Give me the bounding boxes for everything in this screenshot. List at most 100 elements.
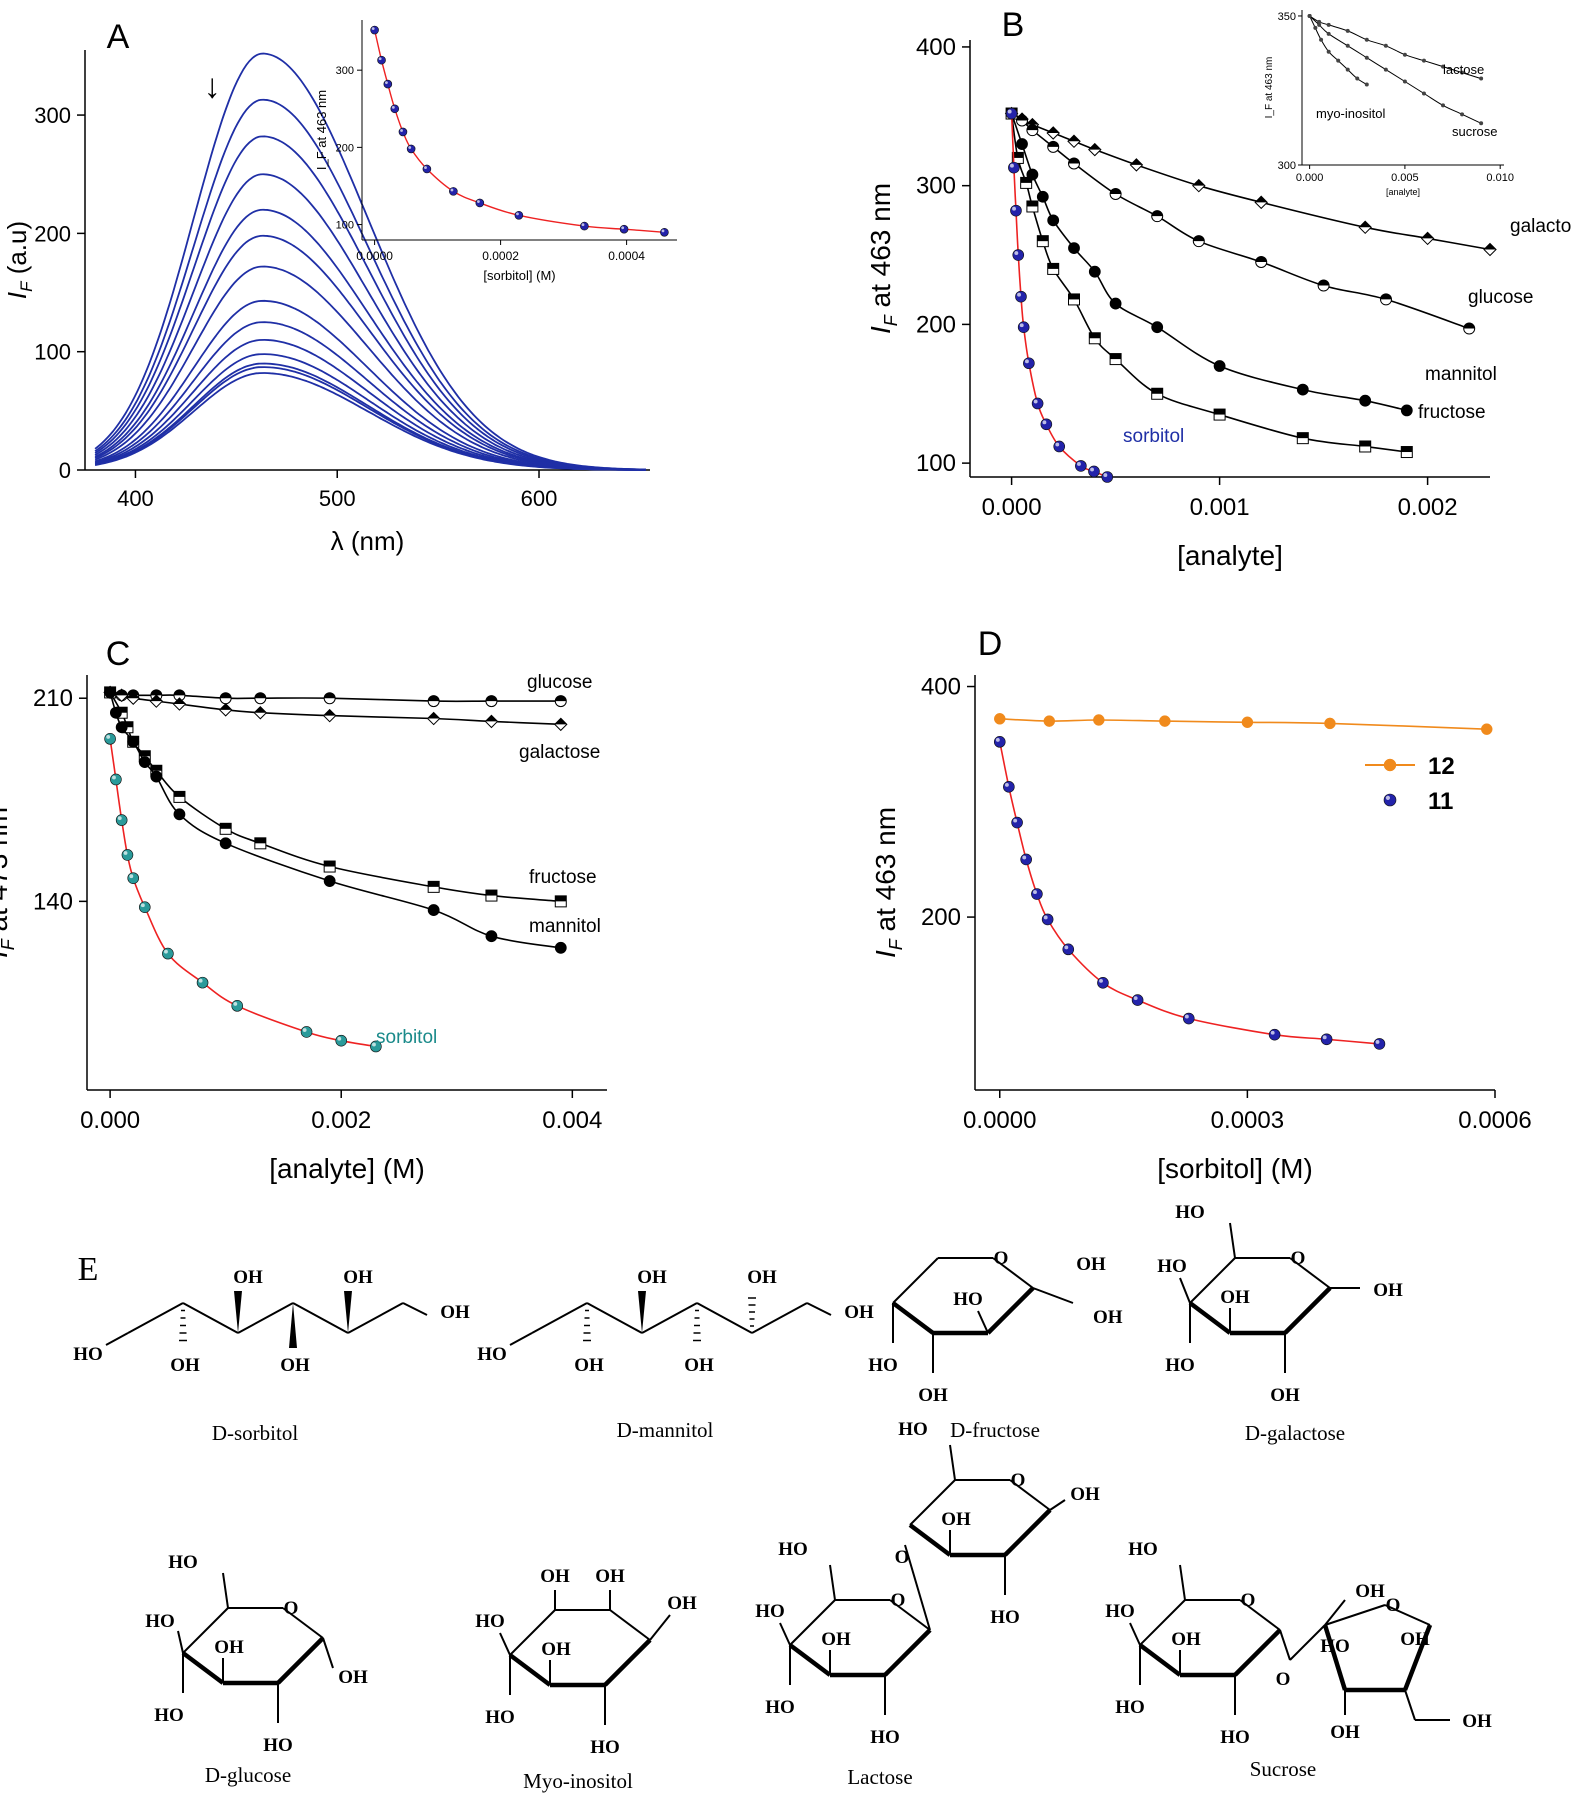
inset-point-a (377, 55, 386, 65)
inset-point-lactose (1317, 19, 1322, 24)
bond (1334, 1659, 1346, 1691)
point-sorbitol-shine (164, 949, 168, 954)
lactose-b-sub: OH (1070, 1484, 1100, 1505)
point-sorbitol (1015, 290, 1027, 303)
point-glucose-half (150, 689, 162, 696)
inset-point-myo-inositol (1345, 67, 1350, 72)
point-sorbitol-shine (337, 1036, 342, 1041)
y-label-main: I (870, 950, 901, 958)
glucose-sub: HO (145, 1611, 175, 1632)
point-11-shine (1004, 782, 1009, 787)
point-mannitol (109, 706, 122, 719)
compound-label-galactose: D-galactose (1245, 1421, 1345, 1445)
point-11-shine (1013, 818, 1018, 823)
point-sorbitol-shine (302, 1028, 307, 1032)
lactose-ho-b: HO (898, 1419, 928, 1440)
point-11-shine (1375, 1040, 1380, 1044)
bond (127, 1302, 184, 1334)
point-11 (1041, 913, 1054, 926)
fructose-sub: OH (1093, 1307, 1123, 1328)
point-fructose-half (1068, 293, 1080, 300)
point-mannitol (127, 735, 140, 748)
bond (1189, 1257, 1236, 1304)
point-fructose-half (428, 881, 440, 887)
inset-point-a-shine (621, 226, 625, 230)
sucrose-oh-bottom: OH (1330, 1722, 1360, 1743)
point-sorbitol (1101, 471, 1114, 483)
point-11 (1182, 1012, 1195, 1025)
point-fructose-half (1037, 235, 1049, 242)
point-galactose-half (1483, 243, 1497, 250)
point-glucose-half (220, 692, 232, 699)
sucrose-ho-mid: HO (1320, 1636, 1350, 1657)
point-fructose-half (1026, 200, 1038, 207)
inset-point-a (383, 79, 393, 89)
bond (829, 1564, 836, 1601)
point-sorbitol-shine (1019, 323, 1024, 328)
point-sorbitol (1023, 357, 1035, 370)
point-11 (1011, 816, 1023, 829)
bond (347, 1302, 404, 1334)
inset-y-label-a: I_F at 463 nm (314, 90, 329, 170)
point-glucose-half (254, 692, 266, 699)
fit-line-sorbitol (109, 738, 377, 1048)
inset-point-myo-inositol (1336, 58, 1341, 63)
inset-point-sucrose (1479, 121, 1484, 126)
legend-marker-11 (1383, 793, 1397, 807)
inset-point-sucrose (1460, 112, 1465, 117)
y-label-sub: F (881, 314, 901, 326)
bond (949, 1444, 956, 1481)
point-11-shine (1022, 855, 1027, 860)
bond (1049, 1499, 1066, 1511)
point-mannitol (1088, 265, 1101, 278)
point-12 (1241, 716, 1254, 729)
legend-label-11: 11 (1428, 788, 1453, 815)
point-mannitol (1359, 394, 1372, 407)
lactose-link-o: O (895, 1547, 910, 1568)
point-sorbitol (115, 814, 128, 826)
inset-x-tick-label-b: 0.005 (1391, 172, 1419, 184)
compound-label-lactose: Lactose (847, 1765, 912, 1789)
inset-point-sucrose (1364, 55, 1369, 60)
bond (282, 1607, 324, 1639)
bond (276, 1636, 325, 1685)
wedge-bond (344, 1291, 352, 1333)
x-tick-label: 0.004 (542, 1107, 602, 1134)
point-mannitol (1109, 297, 1122, 310)
y-axis-label: IF at 463 nm (865, 183, 901, 334)
x-tick-label-a: 600 (521, 486, 558, 511)
sucrose-oh-top: OH (1355, 1581, 1385, 1602)
inset-point-a-shine (400, 129, 403, 132)
point-11-shine (1322, 1035, 1327, 1040)
inset-point-a-shine (371, 27, 375, 31)
point-sorbitol-shine (112, 775, 116, 780)
sorbitol-oh-2: OH (233, 1267, 263, 1288)
bond (1129, 1622, 1141, 1646)
fructose-sub: HO (868, 1355, 898, 1376)
point-glucose-half (1047, 141, 1059, 147)
point-fructose-half (116, 707, 128, 713)
point-11 (1131, 994, 1144, 1006)
y-tick-label: 140 (33, 888, 73, 915)
point-sorbitol (196, 976, 209, 989)
galactose-sub: OH (1270, 1385, 1300, 1406)
glucose-sub: OH (214, 1637, 244, 1658)
y-axis-label: IF at 473 nm (0, 807, 18, 958)
point-sorbitol-shine (140, 903, 145, 908)
inset-fit-line-a (373, 29, 665, 233)
lactose-b-sub: OH (941, 1509, 971, 1530)
bond (182, 1302, 239, 1334)
bond (891, 1301, 935, 1335)
point-fructose-half (173, 791, 185, 797)
inositol-sub: HO (485, 1707, 515, 1728)
bond (182, 1607, 229, 1654)
bond (1009, 1479, 1051, 1511)
inset-point-a-shine (581, 223, 585, 227)
inset-point-a (619, 224, 629, 234)
y-tick-label: 200 (921, 904, 961, 931)
inset-point-lactose (1345, 28, 1350, 33)
legend-label-12: 12 (1428, 753, 1455, 780)
wedge-bond (289, 1303, 297, 1348)
fructose-oh-top: OH (1076, 1254, 1106, 1275)
